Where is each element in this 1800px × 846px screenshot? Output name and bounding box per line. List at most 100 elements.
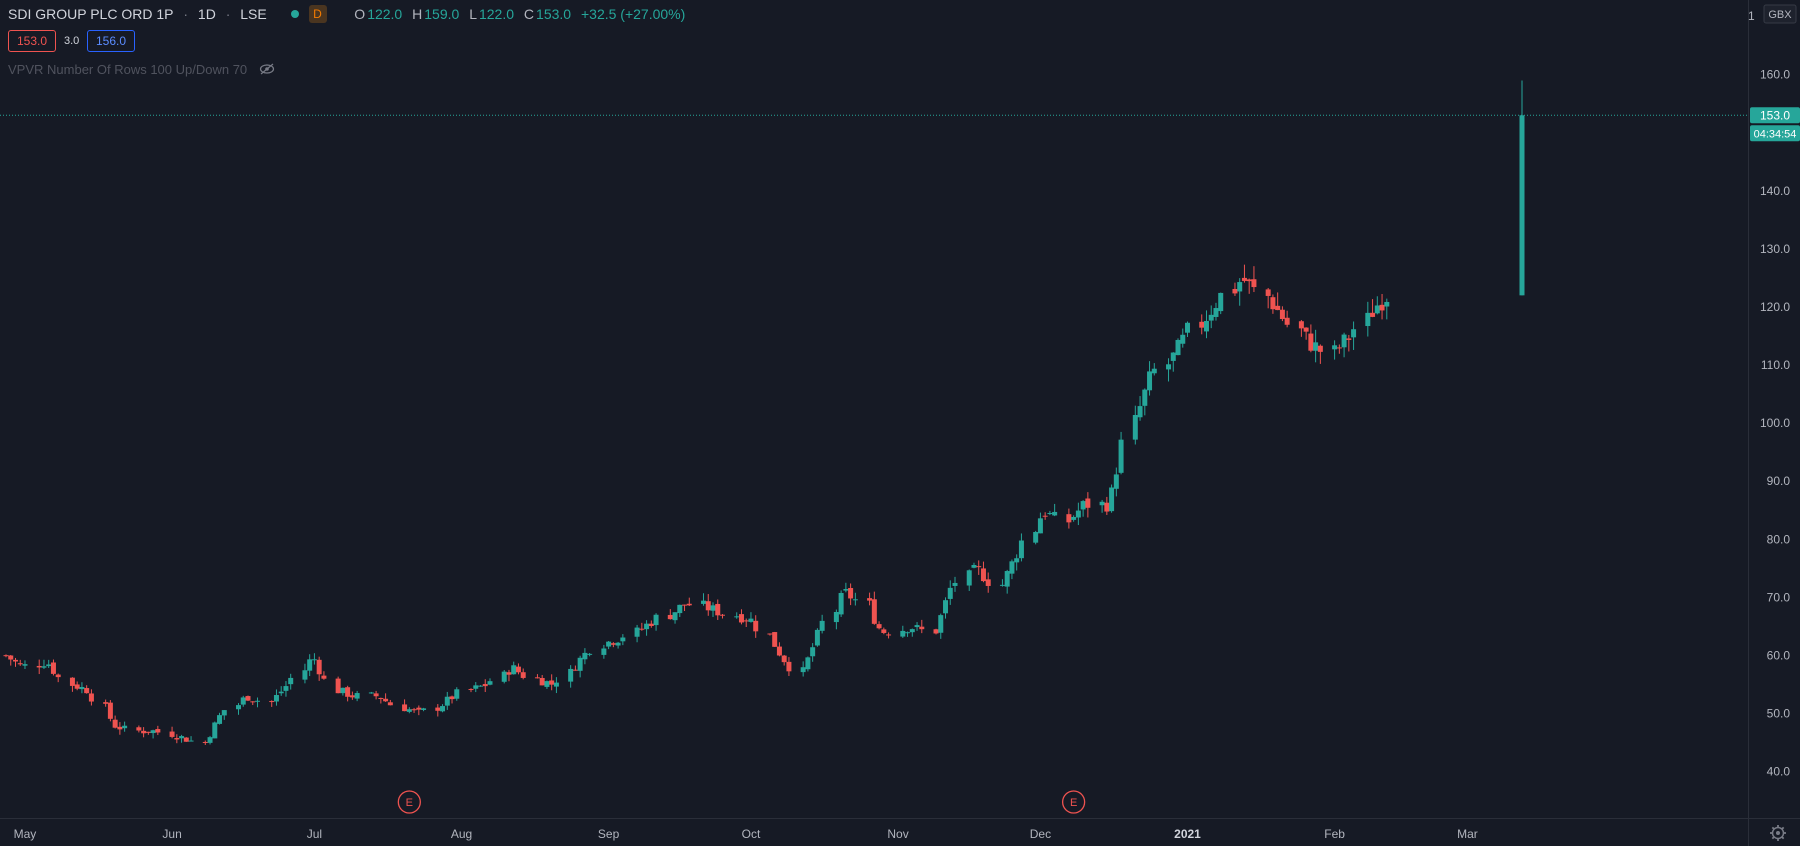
symbol-legend: SDI GROUP PLC ORD 1P · 1D · LSE D O 122.0… — [8, 5, 686, 24]
eye-hidden-icon[interactable] — [259, 63, 275, 78]
data-delay-badge[interactable]: D — [308, 5, 327, 24]
candle-body — [1332, 345, 1338, 350]
symbol-name[interactable]: SDI GROUP PLC ORD 1P — [8, 6, 174, 23]
candle-body — [354, 693, 360, 699]
candle-body — [174, 738, 180, 740]
low-value: 122.0 — [478, 6, 515, 23]
candle-body — [1052, 511, 1058, 516]
candle-body — [719, 614, 725, 616]
candle-body — [1004, 571, 1010, 587]
candle-body — [88, 693, 94, 702]
candle-body — [686, 603, 692, 606]
indicator-legend: VPVR Number Of Rows 100 Up/Down 70 — [8, 62, 275, 78]
candle-body — [1047, 513, 1053, 515]
candle-body — [634, 627, 640, 637]
candle-body — [1199, 321, 1205, 328]
earnings-marker-circle[interactable] — [397, 790, 421, 814]
candle-body — [454, 689, 460, 699]
candle-body — [833, 611, 839, 623]
gear-icon[interactable] — [1770, 825, 1786, 841]
low-key: L — [469, 6, 477, 23]
candle-body — [1374, 305, 1380, 314]
candle-body — [1203, 320, 1209, 332]
candle-body — [435, 707, 441, 711]
candle-body — [273, 695, 279, 702]
candle-body — [577, 657, 583, 671]
earnings-marker-label: E — [1070, 797, 1077, 809]
candle-body — [440, 706, 446, 712]
time-tick-label: Jun — [162, 827, 181, 841]
candle-body — [914, 625, 920, 628]
candle-body — [648, 623, 654, 626]
interval-label[interactable]: 1D — [197, 6, 216, 23]
time-tick-label: Mar — [1457, 827, 1478, 841]
candle-body — [1341, 334, 1347, 348]
candle-body — [805, 657, 811, 670]
candle-body — [41, 666, 47, 668]
candle-body — [112, 719, 118, 728]
candle-body — [515, 666, 521, 673]
exchange-label: LSE — [240, 6, 267, 23]
candle-body — [122, 725, 128, 729]
candle-body — [999, 584, 1005, 586]
candle-body — [1151, 368, 1157, 374]
candle-body — [776, 646, 782, 656]
buy-button[interactable]: 156.0 — [87, 30, 136, 52]
earnings-marker[interactable]: E — [397, 790, 421, 814]
candle-body — [283, 686, 289, 691]
time-tick-label: Sep — [598, 827, 620, 841]
candle-body — [952, 582, 958, 586]
candle-body — [269, 701, 275, 703]
candle-body — [767, 633, 773, 635]
candle-body — [321, 675, 327, 679]
candle-body — [1071, 516, 1077, 520]
candle-body — [653, 614, 659, 626]
candle-body — [1014, 558, 1020, 563]
candle-body — [620, 637, 626, 642]
candle-body — [1042, 515, 1048, 517]
currency-button-bg[interactable] — [1763, 4, 1797, 24]
candle-body — [1113, 474, 1119, 489]
candle-body — [905, 632, 911, 634]
candle-body — [743, 620, 749, 622]
candle-body — [468, 689, 474, 691]
candle-body — [345, 687, 351, 697]
price-tick-label: 80.0 — [1767, 532, 1791, 546]
price-tick-label: 90.0 — [1767, 474, 1791, 488]
candle-body — [240, 697, 246, 705]
indicator-label[interactable]: VPVR Number Of Rows 100 Up/Down 70 — [8, 62, 248, 77]
earnings-marker[interactable]: E — [1061, 790, 1086, 814]
candle-body — [672, 612, 678, 621]
candle-body — [8, 655, 14, 660]
candle-body — [786, 661, 792, 672]
time-tick-label: 2021 — [1174, 827, 1201, 841]
candle-body — [1384, 301, 1390, 307]
earnings-marker-circle[interactable] — [1061, 790, 1086, 814]
candle-body — [639, 628, 645, 630]
candle-body — [1180, 334, 1186, 344]
sell-button[interactable]: 153.0 — [8, 30, 57, 52]
candle-body — [819, 620, 825, 631]
candle-body — [1142, 389, 1148, 406]
gear-icon-tooth — [1781, 826, 1785, 830]
candle-body — [444, 696, 450, 706]
time-tick-label: Oct — [742, 827, 761, 841]
candle-body — [933, 629, 939, 634]
time-tick-label: Jul — [307, 827, 322, 841]
candle-body — [1365, 312, 1371, 327]
candle-body — [506, 672, 512, 675]
candle-body — [340, 687, 346, 694]
candle-body — [316, 659, 322, 675]
candle-body — [549, 680, 555, 685]
candle-body — [1066, 514, 1072, 523]
candle-body — [971, 565, 977, 568]
candle-body — [250, 701, 256, 703]
candle-body — [36, 665, 42, 668]
candle-body — [1080, 501, 1086, 510]
candle-body — [738, 614, 744, 623]
candle-body — [1109, 487, 1115, 512]
currency-button[interactable]: GBX — [1763, 4, 1797, 24]
candle-body — [1218, 292, 1224, 312]
candle-body — [12, 659, 18, 662]
